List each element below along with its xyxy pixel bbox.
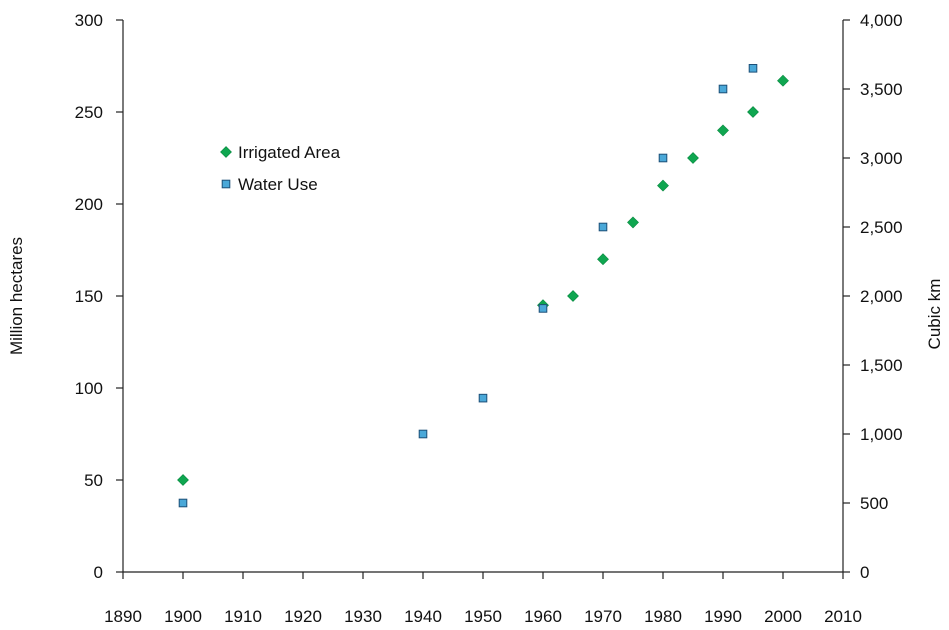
y-tick-label-left: 0 xyxy=(94,563,103,582)
x-tick-label: 1990 xyxy=(704,607,742,626)
y-tick-label-right: 1,500 xyxy=(860,356,903,375)
x-tick-label: 1980 xyxy=(644,607,682,626)
x-tick-label: 1920 xyxy=(284,607,322,626)
x-tick-label: 1900 xyxy=(164,607,202,626)
y-axis-title-right: Cubic km xyxy=(925,279,944,350)
y-tick-label-right: 3,500 xyxy=(860,80,903,99)
axes xyxy=(122,20,844,573)
x-tick-label: 1910 xyxy=(224,607,262,626)
water-use-point xyxy=(178,498,188,508)
irrigated-area-point xyxy=(717,124,729,137)
irrigated-area-point xyxy=(627,216,639,229)
y-tick-label-right: 0 xyxy=(860,563,869,582)
x-tick-label: 1960 xyxy=(524,607,562,626)
data-marks xyxy=(177,64,789,508)
x-tick-label: 1950 xyxy=(464,607,502,626)
y-tick-label-left: 150 xyxy=(75,287,103,306)
irrigated-area-point xyxy=(747,106,759,118)
water-use-point xyxy=(748,64,758,73)
irrigated-area-point xyxy=(597,253,609,266)
tick-labels: 1890 1900 1910 1920 1930 1940 1950 1960 1970 1980… xyxy=(75,11,903,626)
y-tick-label-left: 250 xyxy=(75,103,103,122)
y-tick-label-right: 2,500 xyxy=(860,218,903,237)
x-tick-label: 2000 xyxy=(764,607,802,626)
water-use-point xyxy=(478,393,488,403)
legend-marker-irrigated-area xyxy=(220,146,232,158)
y-tick-label-left: 50 xyxy=(84,471,103,490)
legend: Irrigated Area Water Use xyxy=(220,143,341,194)
irrigated-area-point xyxy=(177,474,189,486)
irrigated-area-point xyxy=(567,290,579,302)
water-use-point xyxy=(598,222,608,232)
irrigated-area-point xyxy=(777,74,789,87)
y-tick-label-left: 200 xyxy=(75,195,103,214)
irrigated-area-point xyxy=(657,179,669,192)
legend-marker-water-use xyxy=(221,179,231,189)
y-tick-label-right: 4,000 xyxy=(860,11,903,30)
y-tick-label-right: 500 xyxy=(860,494,888,513)
y-tick-label-right: 1,000 xyxy=(860,425,903,444)
y-tick-label-right: 3,000 xyxy=(860,149,903,168)
water-use-point xyxy=(538,304,548,313)
ticks xyxy=(116,19,850,579)
water-use-point xyxy=(418,429,428,439)
y-tick-label-right: 2,000 xyxy=(860,287,903,306)
legend-label: Irrigated Area xyxy=(238,143,341,162)
y-axis-title-left: Million hectares xyxy=(7,237,26,355)
x-tick-label: 1970 xyxy=(584,607,622,626)
legend-label: Water Use xyxy=(238,175,318,194)
x-tick-label: 2010 xyxy=(824,607,862,626)
y-tick-label-left: 300 xyxy=(75,11,103,30)
irrigated-area-point xyxy=(687,152,699,164)
x-tick-label: 1890 xyxy=(104,607,142,626)
x-tick-label: 1940 xyxy=(404,607,442,626)
y-tick-label-left: 100 xyxy=(75,379,103,398)
water-use-point xyxy=(718,84,728,94)
water-use-point xyxy=(658,153,668,163)
x-tick-label: 1930 xyxy=(344,607,382,626)
